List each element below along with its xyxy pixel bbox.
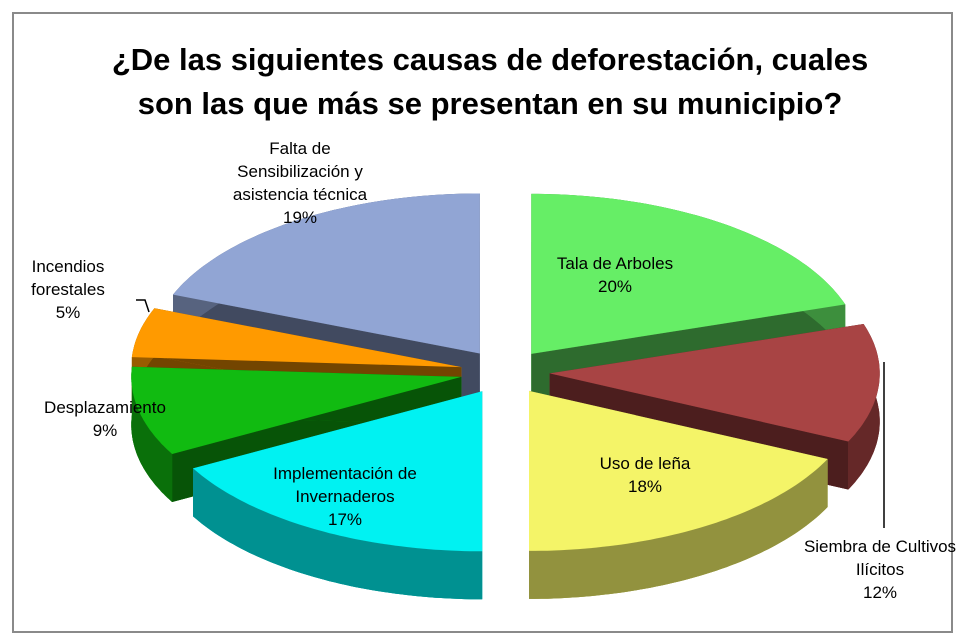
category-label: Uso de leña — [599, 454, 691, 473]
data-label: Tala de Arboles 20% — [515, 252, 715, 298]
value-label: 17% — [327, 510, 363, 529]
slice-wall — [193, 468, 483, 600]
slice-wall — [529, 459, 828, 599]
data-label: Siembra de Cultivos Ilícitos 12% — [795, 535, 965, 604]
category-label: Tala de Arboles — [556, 254, 674, 273]
category-label: Desplazamiento — [44, 398, 166, 417]
data-label: Implementación de Invernaderos 17% — [245, 462, 445, 531]
chart-frame — [12, 12, 953, 633]
slice — [173, 193, 480, 354]
leader-line — [136, 299, 150, 313]
slice — [131, 308, 462, 368]
value-label: 18% — [627, 477, 663, 496]
chart-title: ¿De las siguientes causas de deforestaci… — [111, 42, 869, 121]
slice — [549, 324, 880, 442]
category-label: Implementación de Invernaderos — [273, 464, 417, 506]
category-label: Falta de Sensibilización y asistencia té… — [232, 139, 368, 204]
slice — [531, 193, 846, 354]
slice-wall — [131, 366, 173, 502]
data-label: Falta de Sensibilización y asistencia té… — [220, 137, 380, 229]
data-label: Desplazamiento 9% — [0, 396, 210, 442]
slice — [131, 366, 462, 454]
category-label: Siembra de Cultivos Ilícitos — [803, 537, 957, 579]
slice — [529, 390, 828, 551]
data-label: Incendios forestales 5% — [8, 255, 128, 324]
slice-wall-shade — [131, 366, 173, 502]
value-label: 12% — [862, 583, 898, 602]
value-label: 5% — [55, 303, 81, 322]
slice — [193, 391, 483, 552]
value-label: 20% — [597, 277, 633, 296]
value-label: 9% — [92, 421, 118, 440]
value-label: 19% — [282, 208, 318, 227]
category-label: Incendios forestales — [31, 257, 105, 299]
slice-wall-shade — [193, 468, 483, 600]
data-label: Uso de leña 18% — [565, 452, 725, 498]
slice-wall-shade — [529, 459, 828, 599]
